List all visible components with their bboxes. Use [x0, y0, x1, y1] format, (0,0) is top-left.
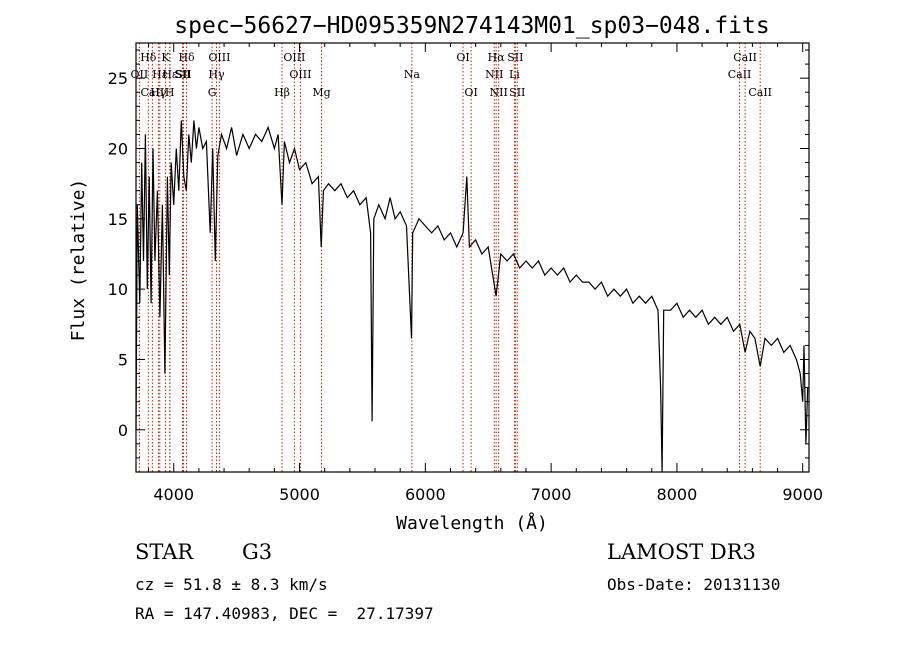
x-tick-label: 4000 [153, 485, 194, 504]
line-label: H [165, 86, 175, 99]
line-label: Hα [488, 51, 506, 64]
object-class: STAR [135, 540, 194, 564]
line-label: Na [404, 68, 421, 81]
line-label: OIII [208, 51, 230, 64]
line-label: Mg [312, 86, 330, 99]
line-label: CaII [733, 51, 757, 64]
x-tick-label: 5000 [279, 485, 320, 504]
redshift-value: cz = 51.8 ± 8.3 km/s [135, 575, 328, 594]
x-tick-label: 6000 [405, 485, 446, 504]
x-tick-label: 8000 [657, 485, 698, 504]
line-label: SII [175, 68, 191, 81]
line-label: CaII [141, 86, 165, 99]
line-label: NII [490, 86, 508, 99]
survey-name: LAMOST DR3 [607, 540, 756, 564]
x-tick-label: 9000 [782, 485, 823, 504]
line-label: Hε [152, 68, 168, 81]
line-label: CaII [748, 86, 772, 99]
y-tick-label: 25 [108, 69, 128, 88]
y-tick-label: 20 [108, 139, 128, 158]
object-subclass: G3 [242, 540, 273, 564]
x-axis: 4000 5000 6000 7000 8000 9000 [148, 43, 823, 504]
chart-title: spec−56627−HD095359N274143M01_sp03−048.f… [174, 13, 769, 39]
y-tick-label: 10 [108, 280, 128, 299]
spectrum-line [135, 120, 809, 473]
y-tick-label: 5 [118, 350, 128, 369]
line-label: OIII [283, 51, 305, 64]
line-label: CaII [728, 68, 752, 81]
line-label: Hδ [178, 51, 195, 64]
line-label: G [208, 86, 217, 99]
line-label: OI [464, 86, 477, 99]
line-label: OI [456, 51, 469, 64]
line-label: Hδ [140, 51, 157, 64]
y-axis-label: Flux (relative) [68, 179, 89, 342]
line-label: K [161, 51, 170, 64]
line-label: OII [131, 68, 149, 81]
y-axis: 0 5 10 15 20 25 [108, 49, 809, 459]
spectral-line-markers [138, 43, 761, 472]
y-tick-label: 0 [118, 421, 128, 440]
line-label: SII [174, 68, 190, 81]
line-label: Hβ [274, 86, 290, 99]
x-axis-label: Wavelength (Å) [396, 512, 548, 534]
line-label: OIII [289, 68, 311, 81]
line-label: Hγ [150, 86, 167, 99]
observation-date: Obs-Date: 20131130 [607, 575, 781, 594]
line-label: SII [507, 51, 523, 64]
line-label: Hε [162, 68, 178, 81]
line-label: SII [509, 86, 525, 99]
line-label: Li [509, 68, 520, 81]
x-tick-label: 7000 [531, 485, 572, 504]
plot-frame [135, 42, 810, 473]
line-label: Hγ [208, 68, 225, 81]
line-label: NII [485, 68, 503, 81]
y-tick-label: 15 [108, 210, 128, 229]
sky-coordinates: RA = 147.40983, DEC = 27.17397 [135, 604, 434, 623]
